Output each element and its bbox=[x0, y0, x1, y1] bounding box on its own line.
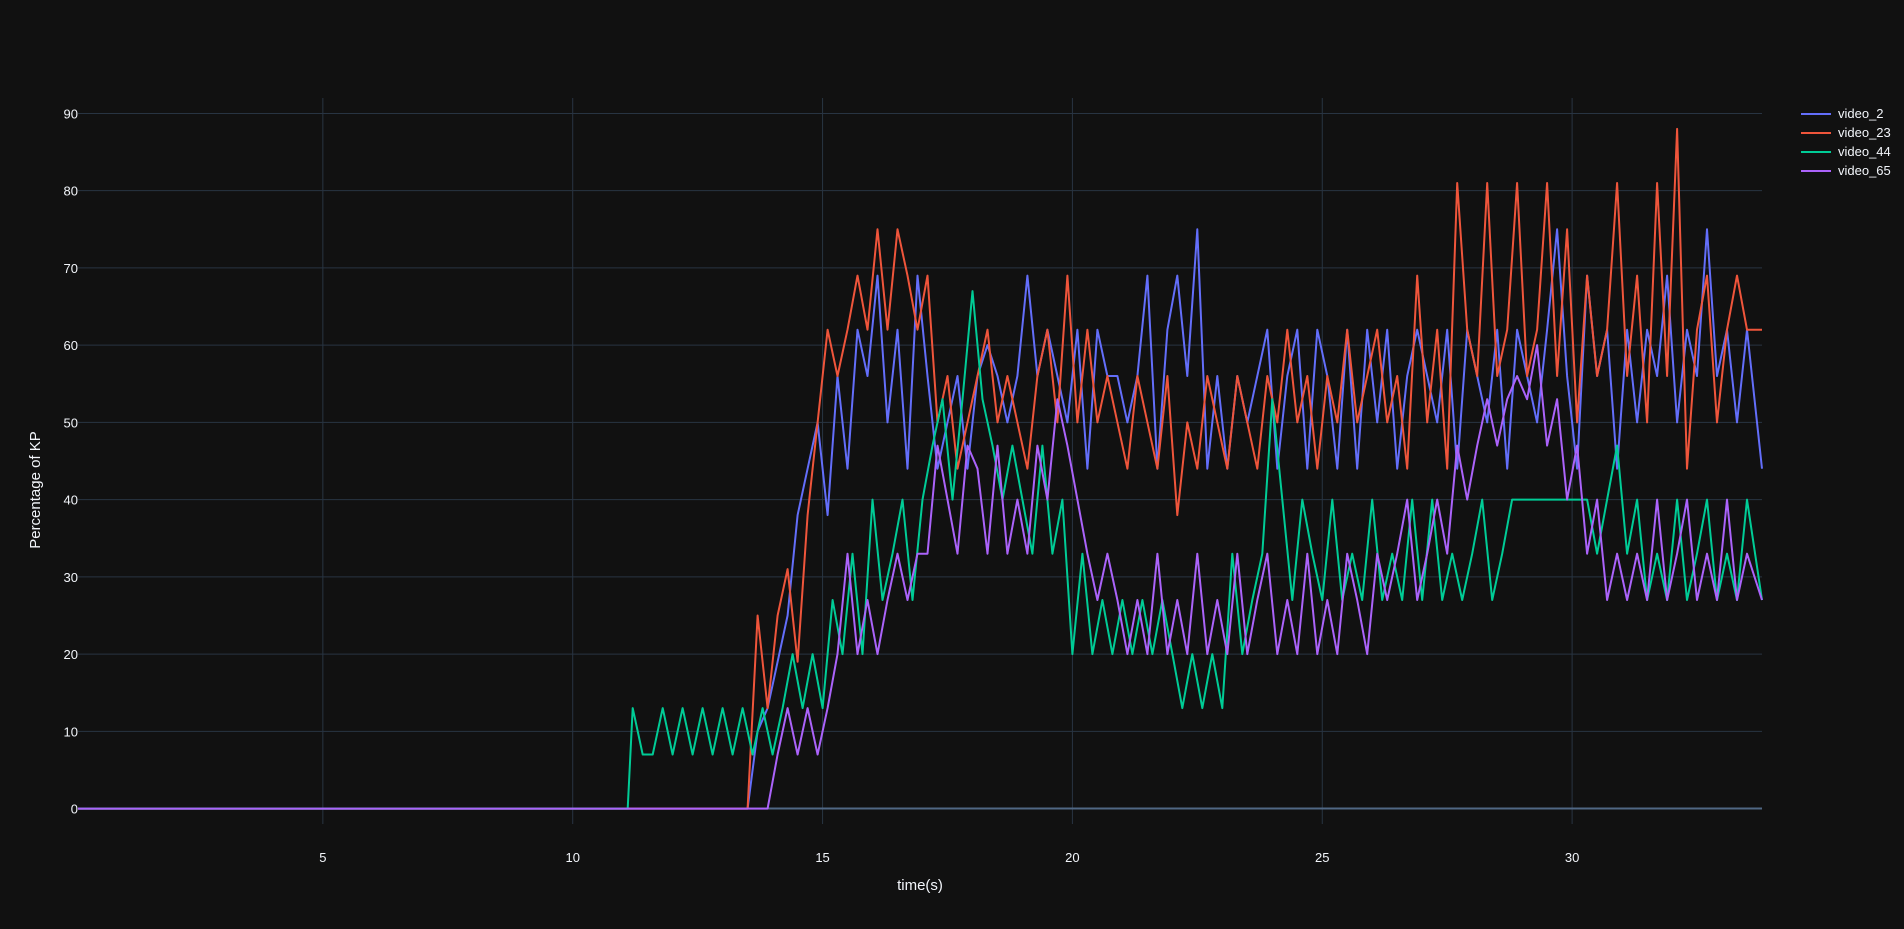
legend-label-video_65: video_65 bbox=[1838, 163, 1891, 178]
y-tick-label: 20 bbox=[64, 647, 78, 662]
y-tick-label: 10 bbox=[64, 724, 78, 739]
y-tick-label: 50 bbox=[64, 415, 78, 430]
y-tick-labels: 0 10 20 30 40 50 60 70 80 90 bbox=[64, 106, 78, 816]
x-tick-label: 30 bbox=[1565, 850, 1579, 865]
legend-label-video_2: video_2 bbox=[1838, 106, 1884, 121]
legend: video_2 video_23 video_44 video_65 bbox=[1801, 106, 1891, 178]
series-line-video_65 bbox=[78, 344, 1763, 810]
x-tick-label: 15 bbox=[815, 850, 829, 865]
x-tick-label: 25 bbox=[1315, 850, 1329, 865]
x-axis-title: time(s) bbox=[897, 877, 943, 894]
y-tick-label: 30 bbox=[64, 570, 78, 585]
series-line-video_23 bbox=[78, 127, 1762, 810]
x-tick-label: 20 bbox=[1065, 850, 1079, 865]
y-tick-label: 80 bbox=[64, 184, 78, 199]
x-tick-label: 5 bbox=[319, 850, 326, 865]
x-tick-label: 10 bbox=[565, 850, 579, 865]
y-axis-title: Percentage of KP bbox=[27, 431, 44, 549]
x-tick-labels: 5 10 15 20 25 30 bbox=[319, 850, 1579, 865]
legend-label-video_23: video_23 bbox=[1838, 125, 1891, 140]
series-line-video_44 bbox=[78, 290, 1763, 810]
y-tick-label: 90 bbox=[64, 106, 78, 121]
legend-label-video_44: video_44 bbox=[1838, 144, 1891, 159]
series-lines bbox=[78, 127, 1763, 810]
y-tick-label: 40 bbox=[64, 493, 78, 508]
y-tick-label: 0 bbox=[71, 802, 78, 817]
y-tick-label: 70 bbox=[64, 261, 78, 276]
y-tick-label: 60 bbox=[64, 338, 78, 353]
